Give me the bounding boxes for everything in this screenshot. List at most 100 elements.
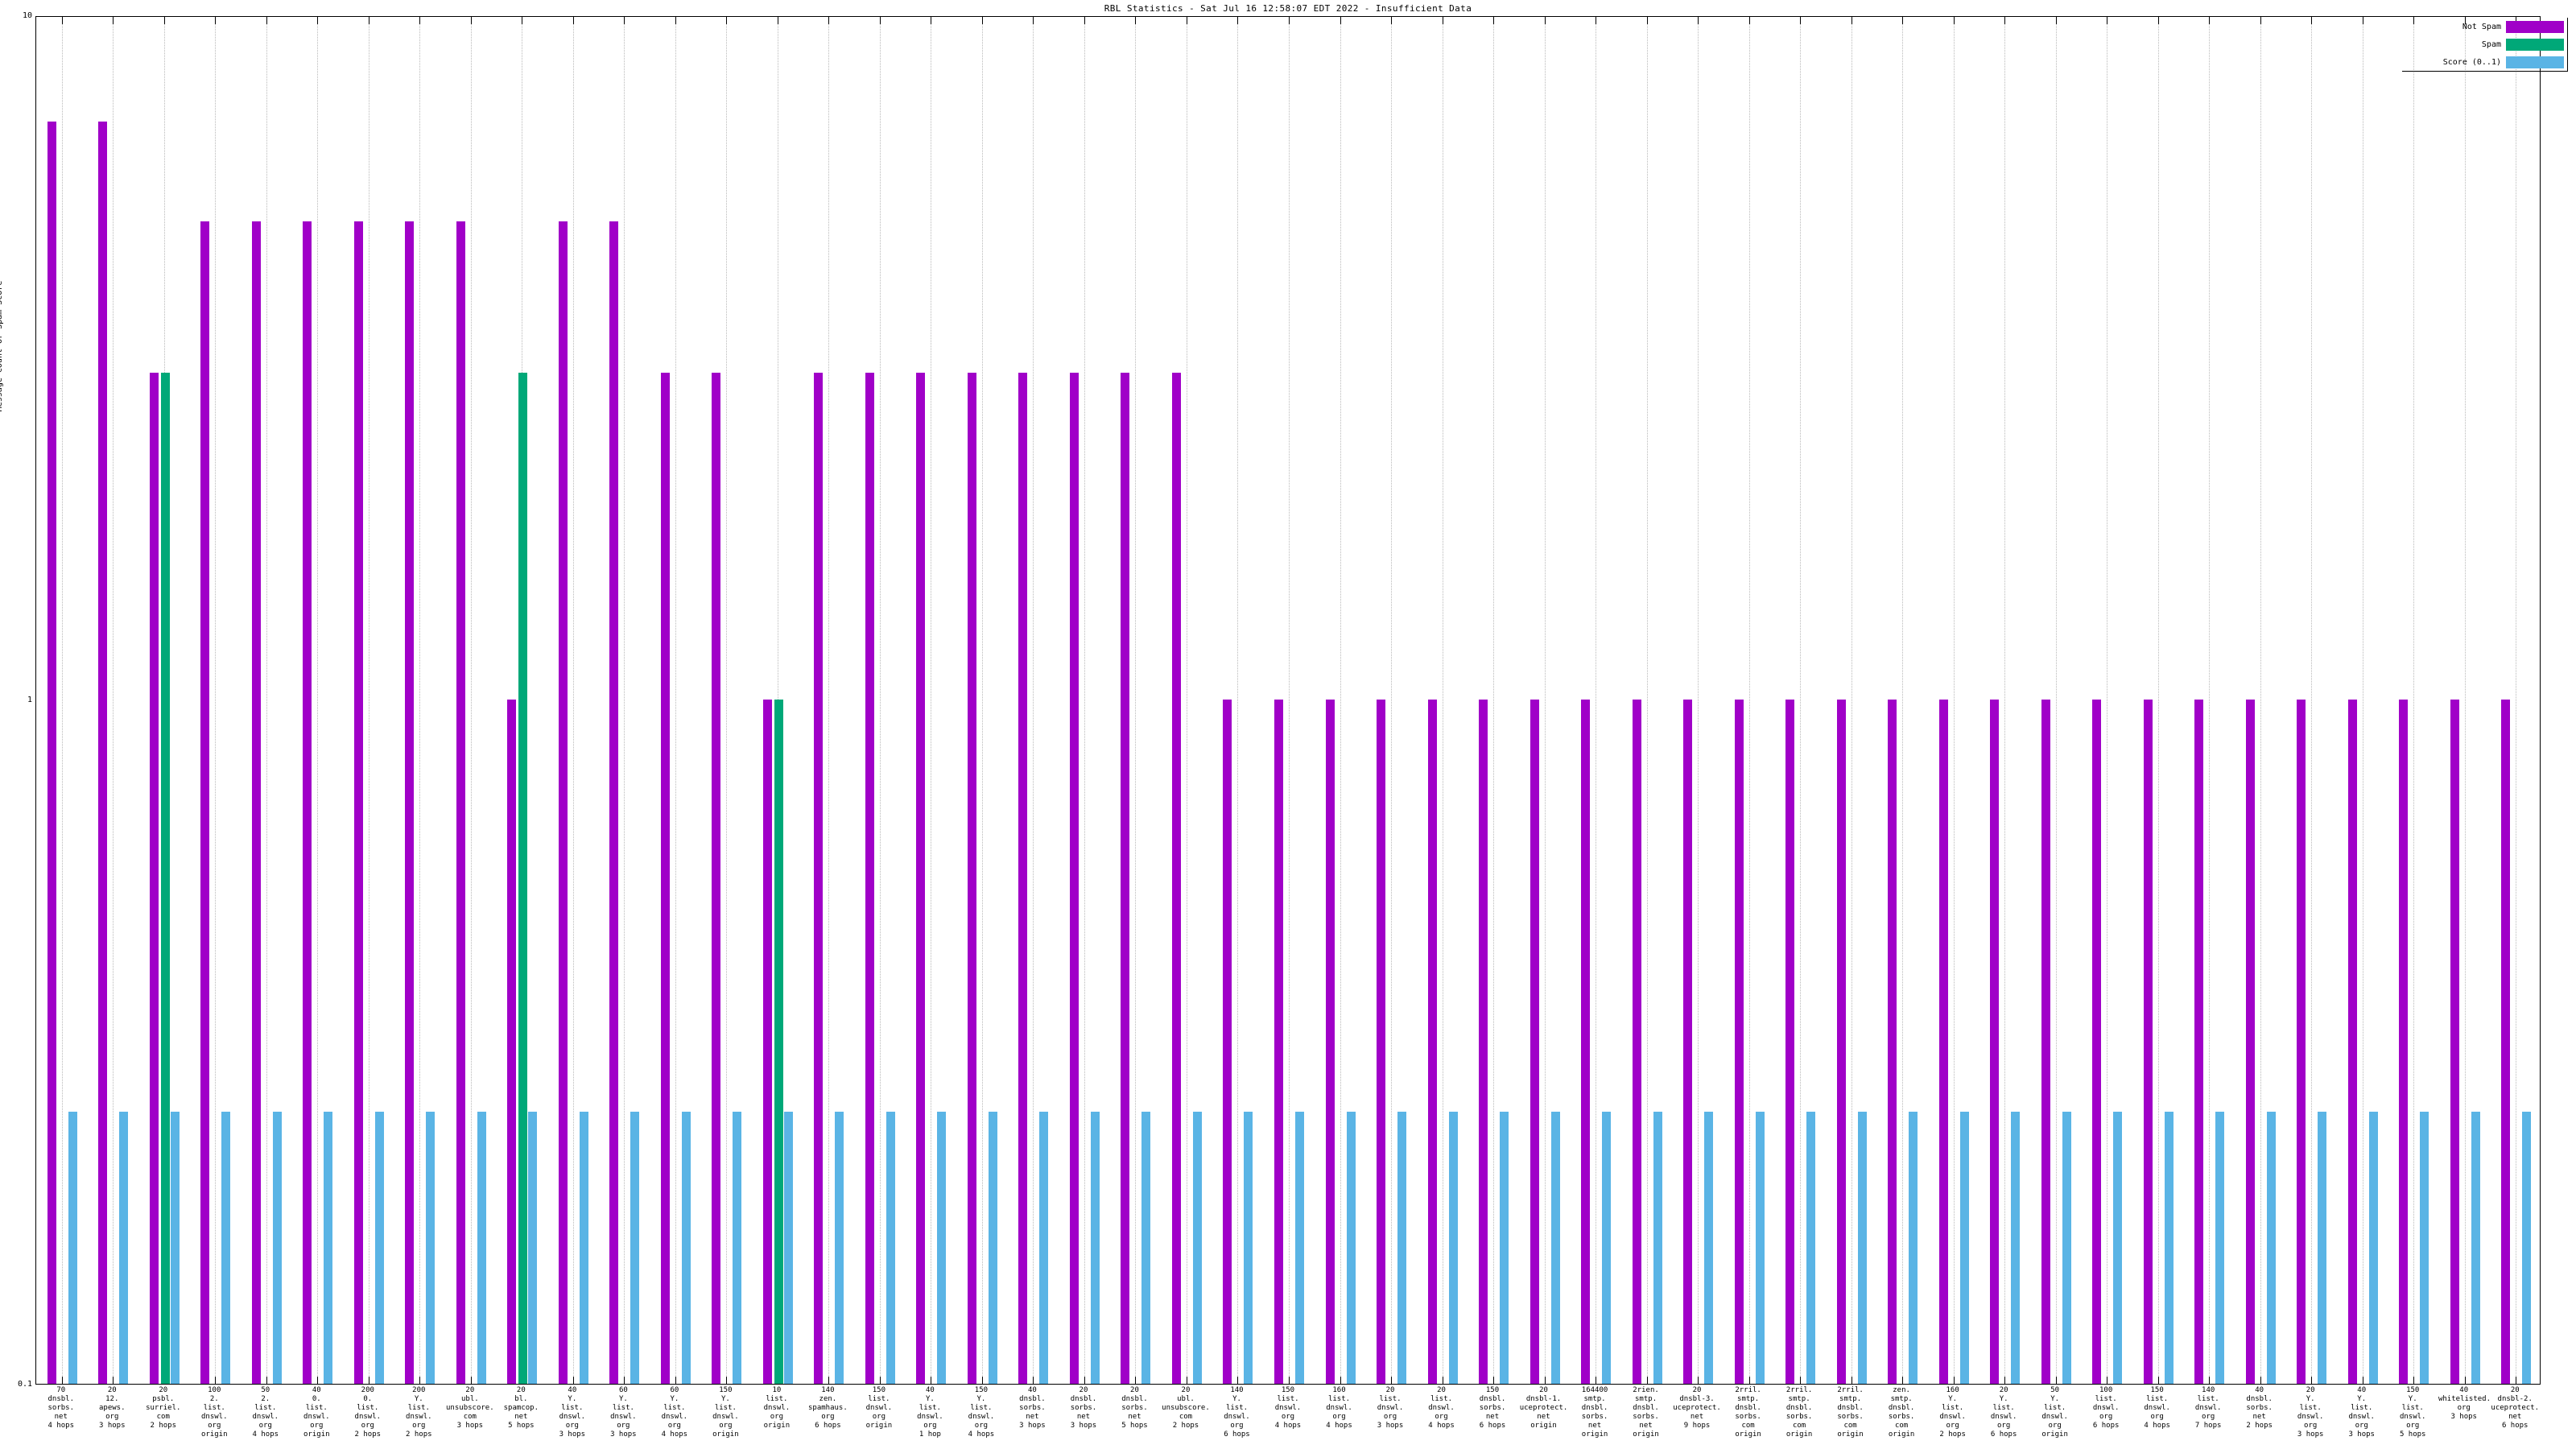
x-tick-label: 20 Y. list. dnswl. org 3 hops (2297, 1386, 2324, 1439)
bar-not-spam (98, 121, 108, 1384)
bar-not-spam (967, 373, 976, 1384)
x-tick-bottom (726, 1377, 728, 1384)
gridline-vertical (828, 17, 830, 1384)
x-tick-label: 2rril. smtp. dnsbl. sorbs. com origin (1735, 1386, 1761, 1439)
bar-not-spam (149, 373, 159, 1384)
bar-score (681, 1111, 691, 1384)
x-tick-bottom (470, 1377, 472, 1384)
bar-score (1704, 1111, 1714, 1384)
x-tick-label: 160 list. dnswl. org 4 hops (1326, 1386, 1352, 1430)
bar-score (1500, 1111, 1509, 1384)
x-tick-bottom (828, 1377, 830, 1384)
x-tick-top (1953, 17, 1955, 24)
x-tick-top (1340, 17, 1341, 24)
bar-not-spam (1632, 700, 1641, 1384)
bar-score (886, 1111, 895, 1384)
bar-score (1550, 1111, 1560, 1384)
bar-not-spam (47, 121, 56, 1384)
x-tick-bottom (1902, 1377, 1904, 1384)
x-tick-label: 100 2. list. dnswl. org origin (201, 1386, 228, 1439)
plot-area (35, 16, 2541, 1385)
gridline-vertical (2157, 17, 2159, 1384)
x-tick-bottom (1646, 1377, 1648, 1384)
x-tick-label: 40 Y. list. dnswl. org 3 hops (2348, 1386, 2375, 1439)
x-tick-bottom (1340, 1377, 1341, 1384)
bar-score (1039, 1111, 1049, 1384)
gridline-vertical (624, 17, 625, 1384)
x-tick-label: 160 Y. list. dnswl. org 2 hops (1939, 1386, 1966, 1439)
bar-score (733, 1111, 742, 1384)
x-tick-bottom (1544, 1377, 1546, 1384)
x-tick-label: 20 psbl. surriel. com 2 hops (146, 1386, 181, 1430)
y-tick-0.1: 0.1 (17, 1380, 32, 1389)
x-tick-top (2209, 17, 2211, 24)
x-tick-label: 200 Y. list. dnswl. org 2 hops (406, 1386, 432, 1439)
bar-not-spam (660, 373, 670, 1384)
x-tick-label: 40 dnsbl. sorbs. net 3 hops (1019, 1386, 1046, 1430)
x-tick-bottom (113, 1377, 114, 1384)
bar-not-spam (405, 221, 415, 1384)
x-tick-bottom (317, 1377, 319, 1384)
x-tick-label: 164400 smtp. dnsbl. sorbs. net origin (1581, 1386, 1608, 1439)
gridline-vertical (2209, 17, 2211, 1384)
x-tick-label: 50 Y. list. dnswl. org origin (2041, 1386, 2068, 1439)
chart-title: RBL Statistics - Sat Jul 16 12:58:07 EDT… (1104, 3, 1472, 14)
legend-label-not-spam: Not Spam (2462, 22, 2501, 31)
bar-not-spam (762, 700, 772, 1384)
x-tick-label: 200 0. list. dnswl. org 2 hops (354, 1386, 382, 1439)
x-tick-top (1237, 17, 1239, 24)
legend-item-score: Score (0..1) (2402, 53, 2567, 71)
x-tick-label: 70 dnsbl. sorbs. net 4 hops (47, 1386, 74, 1430)
x-tick-bottom (572, 1377, 574, 1384)
x-tick-top (2311, 17, 2313, 24)
legend-swatch-not-spam (2506, 20, 2564, 33)
x-tick-top (419, 17, 421, 24)
x-tick-top (1135, 17, 1137, 24)
x-tick-top (1391, 17, 1393, 24)
gridline-vertical (61, 17, 63, 1384)
gridline-vertical (572, 17, 574, 1384)
x-tick-bottom (2413, 1377, 2415, 1384)
x-tick-label: 20 dnsbl-1. uceprotect. net origin (1519, 1386, 1568, 1430)
x-tick-bottom (675, 1377, 676, 1384)
bar-not-spam (2245, 700, 2255, 1384)
x-tick-bottom (624, 1377, 625, 1384)
bar-spam (160, 373, 170, 1384)
gridline-vertical (1698, 17, 1699, 1384)
gridline-vertical (215, 17, 217, 1384)
x-tick-label: 20 ubl. unsubscore. com 3 hops (446, 1386, 494, 1430)
bar-score (272, 1111, 282, 1384)
bar-not-spam (2347, 700, 2357, 1384)
gridline-vertical (470, 17, 472, 1384)
x-tick-label: 20 Y. list. dnswl. org 6 hops (1990, 1386, 2017, 1439)
bar-not-spam (2041, 700, 2050, 1384)
gridline-vertical (317, 17, 319, 1384)
bar-not-spam (1325, 700, 1335, 1384)
x-tick-bottom (1289, 1377, 1290, 1384)
x-tick-top (61, 17, 63, 24)
bar-not-spam (865, 373, 874, 1384)
x-tick-top (828, 17, 830, 24)
gridline-vertical (981, 17, 983, 1384)
x-tick-label: 20 list. dnswl. org 4 hops (1428, 1386, 1455, 1430)
x-tick-top (1646, 17, 1648, 24)
bar-not-spam (1785, 700, 1795, 1384)
bar-score (2266, 1111, 2276, 1384)
bar-score (835, 1111, 844, 1384)
x-tick-bottom (1391, 1377, 1393, 1384)
gridline-vertical (1953, 17, 1955, 1384)
x-tick-bottom (1698, 1377, 1699, 1384)
gridline-vertical (1289, 17, 1290, 1384)
x-tick-label: 150 list. dnswl. org 4 hops (1274, 1386, 1302, 1430)
legend-label-spam: Spam (2481, 39, 2501, 49)
gridline-vertical (113, 17, 114, 1384)
bar-score (119, 1111, 129, 1384)
x-tick-top (2157, 17, 2159, 24)
bar-score (221, 1111, 231, 1384)
x-tick-top (215, 17, 217, 24)
x-tick-label: 140 list. dnswl. org 7 hops (2194, 1386, 2222, 1430)
bar-not-spam (251, 221, 261, 1384)
gridline-vertical (2464, 17, 2466, 1384)
x-tick-top (726, 17, 728, 24)
bar-score (1959, 1111, 1969, 1384)
